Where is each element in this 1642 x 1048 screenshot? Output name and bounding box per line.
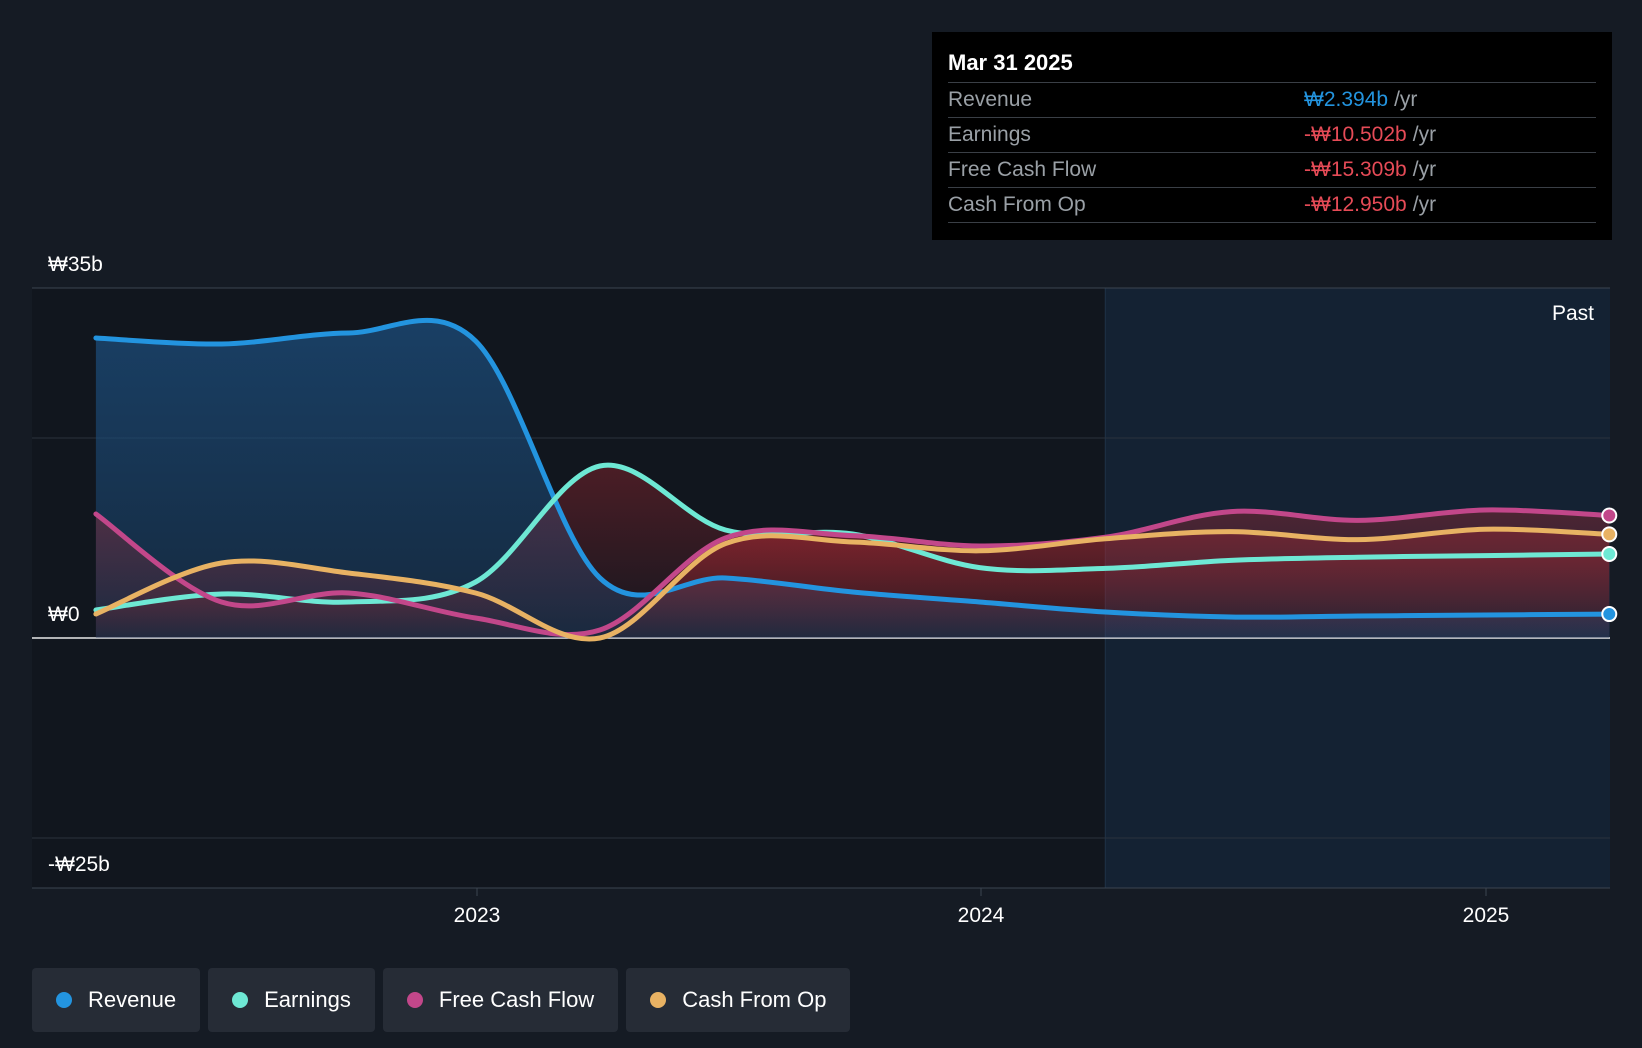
tooltip-value: -₩10.502b (1304, 123, 1407, 146)
legend-dot (650, 992, 667, 1008)
cash-from-op-area (95, 529, 1610, 640)
y-tick-label-bottom: -₩25b (48, 853, 110, 876)
tooltip-unit: /yr (1412, 193, 1437, 216)
legend-item-earnings[interactable]: Earnings (208, 968, 375, 1032)
legend: Revenue Earnings Free Cash Flow Cash Fro… (32, 968, 851, 1032)
tooltip-unit: /yr (1412, 123, 1437, 146)
legend-label: Revenue (88, 987, 177, 1012)
tooltip-unit: /yr (1394, 88, 1418, 111)
cash-from-op-end-point (1601, 526, 1618, 543)
tooltip-value: -₩12.950b (1304, 193, 1407, 216)
earnings-end-point (1601, 545, 1618, 562)
legend-dot (232, 992, 249, 1008)
revenue-area (95, 320, 1610, 638)
legend-dot (406, 992, 423, 1008)
free-cash-flow-line (93, 507, 1612, 638)
tooltip-row-revenue: Revenue ₩2.394b /yr (948, 82, 1596, 117)
legend-item-free-cash-flow[interactable]: Free Cash Flow (382, 968, 619, 1032)
tooltip-value: -₩15.309b (1304, 158, 1407, 181)
tooltip-label: Cash From Op (948, 193, 1086, 216)
tooltip-label: Earnings (948, 123, 1031, 146)
x-tick-label-2024: 2024 (958, 904, 1005, 927)
tooltip-unit: /yr (1412, 158, 1437, 181)
tooltip-label: Revenue (948, 88, 1033, 111)
y-tick-label-zero: ₩0 (48, 603, 80, 626)
free-cash-flow-end-point (1601, 507, 1618, 524)
legend-dot (56, 992, 72, 1008)
x-tick-label-2025: 2025 (1463, 904, 1510, 927)
legend-item-cash-from-op[interactable]: Cash From Op (626, 968, 851, 1032)
y-tick-label-top: ₩35b (48, 253, 103, 276)
tooltip-row-earnings: Earnings -₩10.502b /yr (948, 117, 1596, 152)
revenue-end-point (1601, 606, 1618, 623)
legend-label: Free Cash Flow (438, 987, 595, 1012)
legend-label: Cash From Op (682, 987, 827, 1012)
tooltip-date: Mar 31 2025 (948, 50, 1073, 75)
cash-from-op-line (93, 526, 1612, 642)
tooltip-row-free-cash-flow: Free Cash Flow -₩15.309b /yr (948, 152, 1596, 187)
tooltip-value: ₩2.394b (1304, 88, 1389, 111)
tooltip-label: Free Cash Flow (948, 158, 1097, 181)
past-label: Past (1552, 302, 1594, 325)
revenue-line (93, 317, 1612, 620)
x-tick-label-2023: 2023 (454, 904, 501, 927)
tooltip-row-cash-from-op: Cash From Op -₩12.950b /yr (948, 187, 1596, 223)
legend-label: Earnings (264, 987, 351, 1012)
legend-item-revenue[interactable]: Revenue (32, 968, 201, 1032)
tooltip: Mar 31 2025 Revenue ₩2.394b /yr Earnings… (932, 32, 1612, 240)
